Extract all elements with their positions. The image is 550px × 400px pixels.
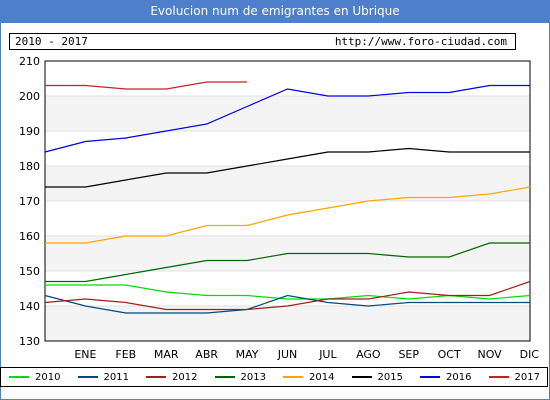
plot-border: [44, 60, 531, 342]
y-tick-label: 140: [19, 300, 40, 313]
x-axis-ticks: ENE FEB MAR ABR MAY JUN JUL AGO SEP OCT NOV DIC: [74, 348, 539, 361]
x-tick-label: JUL: [318, 348, 337, 361]
legend: 2010 2011 2012 2013 2014 2015 2016 2017: [0, 367, 548, 387]
grid-band: [45, 166, 530, 201]
y-tick-label: 150: [19, 265, 40, 278]
x-tick-label: ABR: [195, 348, 218, 361]
x-tick-label: NOV: [477, 348, 502, 361]
legend-label: 2014: [309, 371, 335, 383]
series-line-2013: [45, 242, 530, 283]
x-tick-label: JUN: [277, 348, 298, 361]
legend-label: 2017: [514, 371, 540, 383]
y-axis-ticks: 130 140 150 160 170 180 190 200 210: [19, 55, 40, 348]
legend-item-2010: 2010: [9, 368, 60, 386]
legend-item-2015: 2015: [351, 368, 403, 386]
legend-label: 2012: [172, 371, 198, 383]
legend-label: 2016: [446, 371, 472, 383]
legend-label: 2015: [377, 371, 403, 383]
legend-swatch: [214, 376, 235, 378]
period-label: 2010 - 2017: [15, 35, 88, 48]
x-tick-label: FEB: [115, 348, 136, 361]
legend-item-2011: 2011: [77, 368, 129, 386]
grid-band: [45, 306, 530, 341]
legend-item-2014: 2014: [283, 368, 334, 386]
series-line-2015: [45, 147, 530, 188]
legend-swatch: [9, 376, 29, 378]
series-lines: [44, 81, 531, 314]
legend-label: 2011: [103, 371, 129, 383]
legend-item-2012: 2012: [146, 368, 197, 386]
legend-label: 2010: [35, 371, 61, 383]
x-tick-label: MAR: [154, 348, 179, 361]
legend-label: 2013: [240, 371, 266, 383]
chart-title: Evolucion num de emigrantes en Ubrique: [0, 0, 550, 22]
x-tick-label: MAY: [236, 348, 259, 361]
y-tick-label: 210: [19, 55, 40, 68]
y-tick-label: 130: [19, 335, 40, 348]
y-tick-label: 200: [19, 90, 40, 103]
x-tick-label: AGO: [356, 348, 381, 361]
series-line-2012: [44, 280, 531, 311]
legend-swatch: [351, 376, 372, 378]
legend-swatch: [420, 376, 440, 378]
legend-item-2017: 2017: [488, 368, 540, 386]
y-tick-label: 160: [19, 230, 40, 243]
grid-band: [45, 96, 530, 131]
legend-swatch: [488, 376, 509, 378]
legend-swatch: [283, 376, 303, 378]
legend-swatch: [77, 376, 98, 378]
info-box: 2010 - 2017 http://www.foro-ciudad.com: [9, 33, 516, 50]
legend-swatch: [146, 376, 166, 378]
series-line-2016: [44, 84, 530, 153]
y-tick-label: 170: [19, 195, 40, 208]
series-line-2010: [45, 284, 531, 300]
legend-item-2013: 2013: [214, 368, 266, 386]
grid-bands: [45, 96, 530, 341]
source-url[interactable]: http://www.foro-ciudad.com: [334, 35, 507, 48]
x-tick-label: ENE: [74, 348, 96, 361]
y-tick-label: 190: [19, 125, 40, 138]
x-tick-label: DIC: [520, 348, 540, 361]
series-line-2014: [45, 186, 531, 244]
series-line-2011: [44, 294, 530, 314]
x-tick-label: SEP: [398, 348, 419, 361]
legend-item-2016: 2016: [420, 368, 471, 386]
x-tick-label: OCT: [438, 348, 461, 361]
series-line-2017: [45, 81, 248, 90]
y-tick-label: 180: [19, 160, 40, 173]
